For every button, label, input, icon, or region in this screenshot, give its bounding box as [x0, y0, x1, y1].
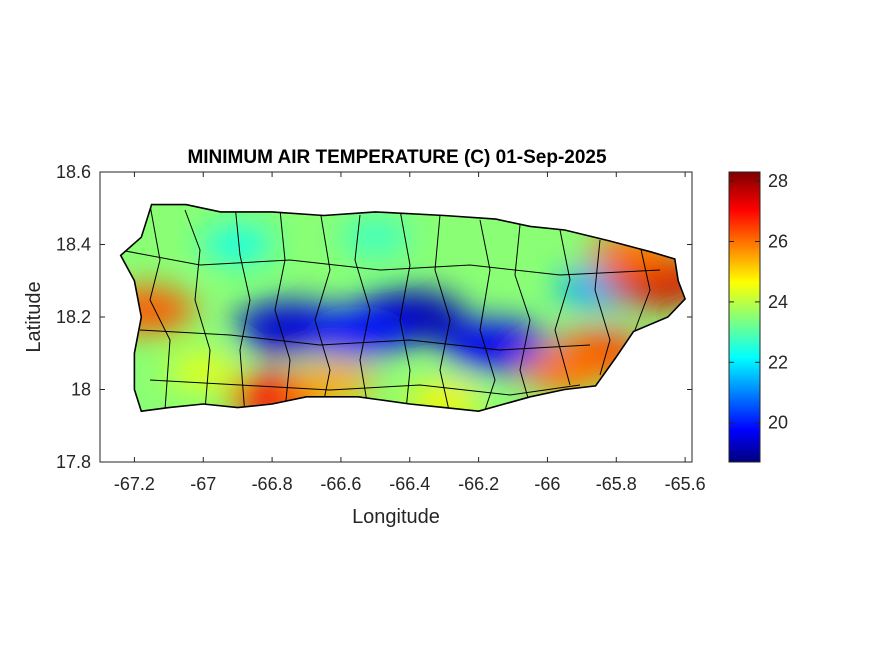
x-axis: -67.2 -67 -66.8 -66.6 -66.4 -66.2 -66 -65.8 -65.…: [114, 172, 706, 494]
x-tick-label: -66.8: [252, 474, 293, 494]
municipal-boundaries: [120, 204, 661, 412]
temperature-feature: [201, 225, 275, 264]
y-tick-label: 17.8: [56, 452, 91, 472]
y-axis-label: Latitude: [23, 281, 45, 352]
x-tick-label: -66.4: [389, 474, 430, 494]
y-tick-label: 18.6: [56, 162, 91, 182]
y-axis: 17.8 18 18.2 18.4 18.6: [56, 162, 692, 472]
colorbar-tick-label: 28: [768, 171, 788, 191]
chart-title: MINIMUM AIR TEMPERATURE (C) 01-Sep-2025: [187, 147, 607, 168]
colorbar: [728, 171, 761, 463]
colorbar-tick-label: 26: [768, 231, 788, 251]
x-tick-label: -66.2: [458, 474, 499, 494]
x-tick-label: -66.6: [320, 474, 361, 494]
x-tick-label: -67.2: [114, 474, 155, 494]
colorbar-ticks: 20 22 24 26 28: [729, 171, 788, 433]
y-tick-label: 18.4: [56, 235, 91, 255]
y-tick-label: 18: [71, 380, 91, 400]
x-tick-label: -66: [534, 474, 560, 494]
heatmap-layer: [120, 204, 686, 412]
colorbar-tick-label: 22: [768, 352, 788, 372]
colorbar-tick-label: 24: [768, 292, 788, 312]
temperature-feature: [520, 349, 610, 394]
x-axis-label: Longitude: [352, 506, 440, 528]
temperature-feature: [292, 361, 376, 403]
temperature-feature: [306, 306, 410, 357]
x-tick-label: -65.8: [596, 474, 637, 494]
colorbar-tick-label: 20: [768, 413, 788, 433]
x-tick-label: -65.6: [665, 474, 706, 494]
y-tick-label: 18.2: [56, 307, 91, 327]
temperature-feature: [340, 219, 411, 256]
island-outline: [119, 203, 687, 413]
x-tick-label: -67: [190, 474, 216, 494]
temperature-feature: [167, 353, 239, 390]
